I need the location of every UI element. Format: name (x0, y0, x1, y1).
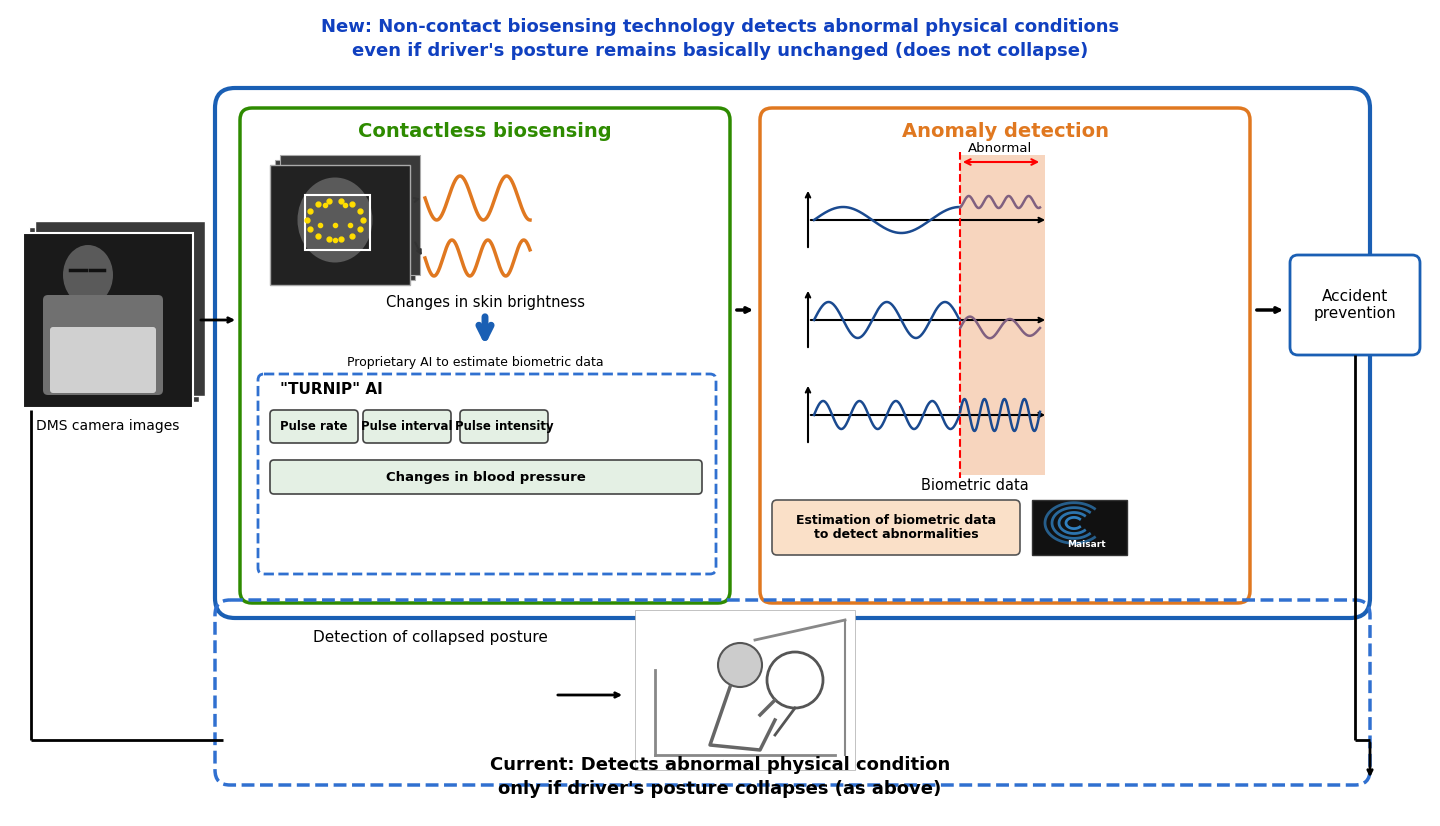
Text: Changes in skin brightness: Changes in skin brightness (386, 295, 585, 310)
Bar (35, 221, 204, 396)
Text: Estimation of biometric data
to detect abnormalities: Estimation of biometric data to detect a… (796, 514, 996, 542)
Bar (279, 155, 420, 275)
Text: Abnormal: Abnormal (968, 142, 1032, 155)
Text: Pulse intensity: Pulse intensity (455, 420, 553, 433)
Bar (275, 160, 415, 280)
Text: Biometric data: Biometric data (922, 478, 1028, 493)
Text: Changes in blood pressure: Changes in blood pressure (386, 471, 586, 483)
Bar (23, 233, 193, 408)
FancyBboxPatch shape (459, 410, 549, 443)
Text: Proprietary AI to estimate biometric data: Proprietary AI to estimate biometric dat… (347, 356, 603, 369)
Ellipse shape (298, 178, 373, 263)
Text: Accident
prevention: Accident prevention (1313, 289, 1397, 321)
Text: Current: Detects abnormal physical condition
only if driver's posture collapses : Current: Detects abnormal physical condi… (490, 756, 950, 798)
FancyBboxPatch shape (1290, 255, 1420, 355)
Circle shape (719, 643, 762, 687)
Bar (305, 195, 370, 250)
Bar (29, 227, 199, 402)
FancyBboxPatch shape (43, 295, 163, 395)
Bar (960, 155, 1045, 475)
Text: "TURNIP" AI: "TURNIP" AI (279, 382, 383, 397)
FancyBboxPatch shape (271, 460, 703, 494)
Bar (635, 610, 855, 770)
Bar (271, 165, 410, 285)
FancyBboxPatch shape (271, 410, 359, 443)
Text: DMS camera images: DMS camera images (36, 419, 180, 433)
Text: Maisart: Maisart (1067, 540, 1106, 549)
Text: Pulse interval: Pulse interval (361, 420, 452, 433)
Text: Contactless biosensing: Contactless biosensing (359, 122, 612, 141)
FancyBboxPatch shape (363, 410, 451, 443)
FancyBboxPatch shape (772, 500, 1020, 555)
Text: Anomaly detection: Anomaly detection (901, 122, 1109, 141)
FancyBboxPatch shape (50, 327, 156, 393)
Text: New: Non-contact biosensing technology detects abnormal physical conditions
even: New: Non-contact biosensing technology d… (321, 18, 1119, 59)
Bar (1032, 500, 1128, 555)
Ellipse shape (63, 245, 112, 305)
Text: Pulse rate: Pulse rate (281, 420, 347, 433)
Text: Detection of collapsed posture: Detection of collapsed posture (312, 630, 547, 645)
